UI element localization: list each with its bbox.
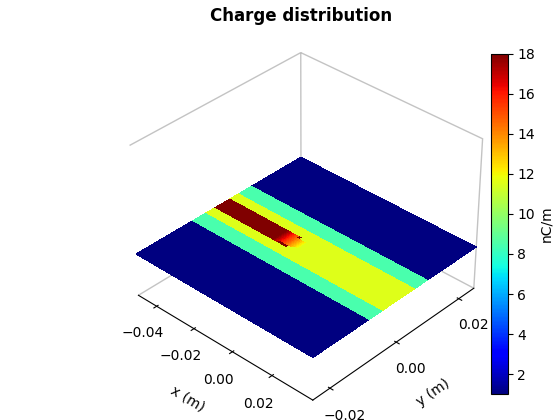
Title: Charge distribution: Charge distribution: [211, 7, 393, 25]
X-axis label: x (m): x (m): [169, 383, 207, 414]
Y-axis label: nC/m: nC/m: [539, 206, 553, 242]
Y-axis label: y (m): y (m): [414, 377, 452, 410]
